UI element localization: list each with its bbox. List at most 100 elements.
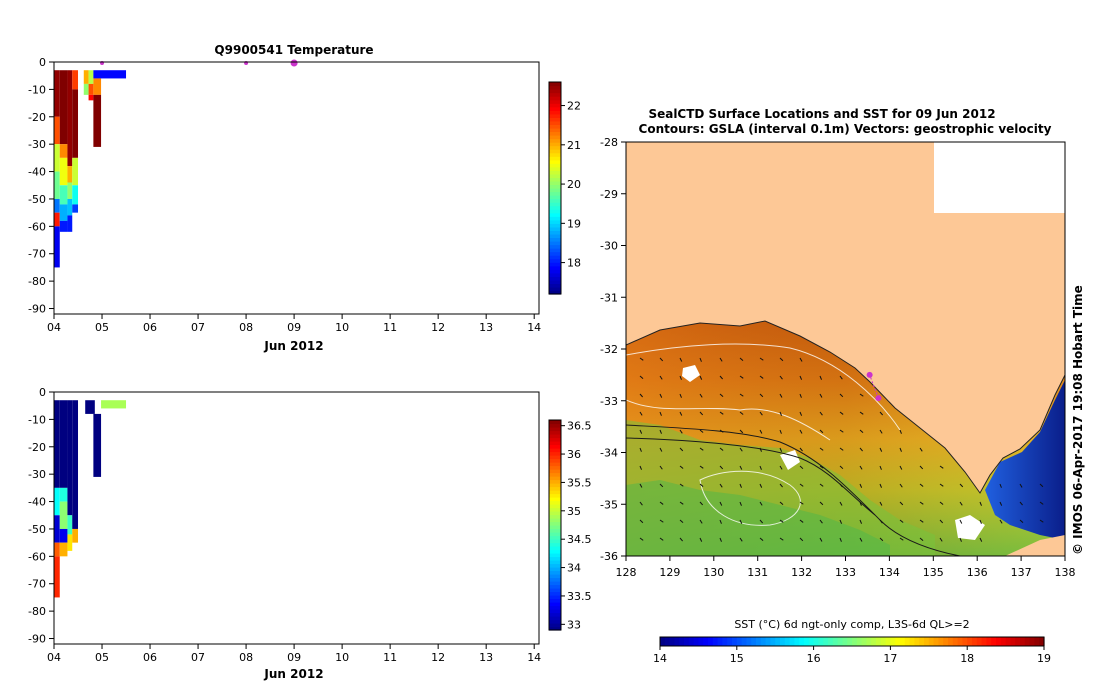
velocity-vector: [699, 375, 703, 380]
sst-colorbar-segment: [727, 637, 733, 646]
colorbar-segment: [549, 127, 561, 133]
colorbar-segment: [549, 535, 561, 540]
lon-tick-label: 128: [616, 566, 637, 579]
profile-cell: [54, 198, 60, 213]
y-tick-label: -30: [28, 468, 46, 481]
velocity-vector: [859, 501, 862, 506]
lon-tick-label: 138: [1055, 566, 1076, 579]
x-tick-label: 04: [47, 651, 61, 664]
x-tick-label: 14: [527, 651, 541, 664]
sst-colorbar-segment: [957, 637, 963, 646]
velocity-vector: [839, 375, 843, 380]
sst-colorbar-segment: [741, 637, 747, 646]
colorbar-segment: [549, 444, 561, 449]
colorbar-segment: [549, 462, 561, 467]
sst-colorbar-segment: [736, 637, 743, 646]
colorbar-segment: [549, 188, 561, 193]
colorbar-segment: [549, 138, 561, 143]
velocity-vector: [1039, 501, 1044, 505]
velocity-vector: [919, 501, 924, 505]
colorbar-segment: [549, 532, 561, 537]
x-tick-label: 07: [191, 321, 205, 334]
colorbar-segment: [549, 584, 561, 589]
colorbar-segment: [549, 623, 561, 628]
sst-colorbar-tick-label: 19: [1037, 652, 1051, 665]
y-tick-label: -90: [28, 303, 46, 316]
velocity-vector: [679, 393, 682, 398]
colorbar-segment: [549, 469, 561, 474]
colorbar-segment: [549, 518, 561, 523]
colorbar-segment: [549, 103, 561, 108]
velocity-vector: [879, 465, 882, 470]
velocity-vector: [719, 411, 724, 415]
velocity-vector: [759, 357, 764, 361]
colorbar-segment: [549, 265, 561, 270]
profile-cell: [54, 515, 60, 543]
velocity-vector: [799, 501, 804, 505]
colorbar-tick-label: 18: [567, 257, 581, 270]
y-tick-label: -30: [28, 138, 46, 151]
velocity-vector: [779, 393, 783, 398]
map-latitude-axis: -28 -29 -30 -31 -32 -33 -34 -35 -36: [600, 136, 626, 563]
lat-tick-label: -30: [600, 240, 618, 253]
velocity-vector: [839, 429, 844, 433]
y-tick-label: -10: [28, 83, 46, 96]
velocity-vector: [699, 465, 704, 469]
velocity-vector: [979, 537, 983, 542]
velocity-vector: [899, 465, 903, 470]
velocity-vector: [939, 501, 944, 505]
colorbar-segment: [549, 89, 561, 94]
colorbar-segment: [549, 493, 561, 498]
velocity-vector: [799, 537, 804, 542]
velocity-vector: [859, 393, 864, 397]
velocity-vector: [799, 519, 804, 523]
x-tick-label: 12: [431, 321, 445, 334]
colorbar-tick-label: 33: [567, 618, 581, 631]
velocity-vector: [959, 483, 964, 488]
sst-colorbar-segment: [765, 637, 771, 646]
sst-colorbar-segment: [712, 637, 719, 646]
velocity-vector: [719, 429, 724, 433]
colorbar-segment: [549, 219, 561, 224]
velocity-vector: [679, 375, 682, 380]
x-tick-label: 05: [95, 651, 109, 664]
velocity-vector: [739, 411, 744, 415]
velocity-vector: [639, 537, 644, 541]
sst-colorbar-segment: [799, 637, 805, 646]
colorbar-segment: [549, 205, 561, 210]
velocity-vector: [899, 537, 904, 541]
velocity-vector: [759, 375, 764, 379]
colorbar-segment: [549, 609, 561, 614]
colorbar-segment: [549, 626, 561, 631]
velocity-vector: [739, 447, 743, 452]
profile-cell: [54, 116, 60, 145]
velocity-vector: [899, 447, 902, 452]
sst-colorbar-segment: [871, 637, 877, 646]
velocity-vector: [639, 375, 644, 379]
colorbar-tick-label: 20: [567, 178, 581, 191]
gsla-contour: [626, 343, 901, 431]
sst-colorbar-segment: [789, 637, 795, 646]
velocity-vector: [739, 501, 742, 506]
colorbar-segment: [549, 553, 561, 558]
profile-cell: [59, 70, 68, 145]
velocity-vector: [799, 411, 803, 416]
profile-cell: [67, 534, 73, 551]
velocity-vector: [819, 411, 823, 416]
sst-colorbar-segment: [938, 637, 944, 646]
velocity-vector: [679, 501, 684, 505]
x-tick-label: 06: [143, 651, 157, 664]
velocity-vector: [819, 483, 824, 487]
velocity-vector: [799, 483, 804, 487]
velocity-vector: [839, 483, 843, 488]
velocity-vector: [699, 537, 703, 542]
velocity-vector: [659, 519, 664, 523]
colorbar-tick-label: 34: [567, 562, 581, 575]
velocity-vector: [999, 501, 1003, 506]
colorbar-segment: [549, 567, 561, 572]
y-tick-label: 0: [39, 386, 46, 399]
sst-colorbar-segment: [804, 637, 810, 646]
colorbar-segment: [549, 159, 561, 164]
velocity-vector: [839, 519, 843, 524]
kangaroo-island: [1005, 535, 1065, 556]
